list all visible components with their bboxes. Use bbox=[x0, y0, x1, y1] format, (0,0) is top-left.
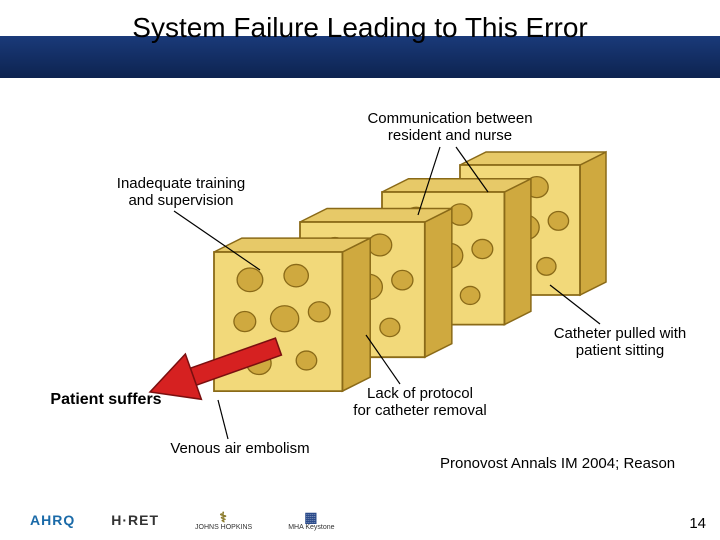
label-lack-protocol: Lack of protocolfor catheter removal bbox=[330, 385, 510, 420]
label-communication: Communication betweenresident and nurse bbox=[350, 110, 550, 145]
slide-number: 14 bbox=[689, 515, 706, 532]
label-patient-suffers: Patient suffers bbox=[26, 391, 186, 409]
page-title: System Failure Leading to This Error bbox=[0, 12, 720, 44]
label-catheter: Catheter pulled withpatient sitting bbox=[530, 325, 710, 360]
logo-ahrq: AHRQ bbox=[30, 506, 75, 534]
label-venous: Venous air embolism bbox=[140, 440, 340, 457]
footer-logos: AHRQ H·RET ⚕JOHNS HOPKINS ▦MHA Keystone bbox=[30, 506, 335, 534]
logo-jhu: ⚕JOHNS HOPKINS bbox=[195, 506, 252, 534]
label-training: Inadequate trainingand supervision bbox=[96, 175, 266, 210]
logo-hret: H·RET bbox=[111, 506, 159, 534]
citation-text: Pronovost Annals IM 2004; Reason bbox=[440, 455, 675, 472]
logo-mha: ▦MHA Keystone bbox=[288, 506, 334, 534]
